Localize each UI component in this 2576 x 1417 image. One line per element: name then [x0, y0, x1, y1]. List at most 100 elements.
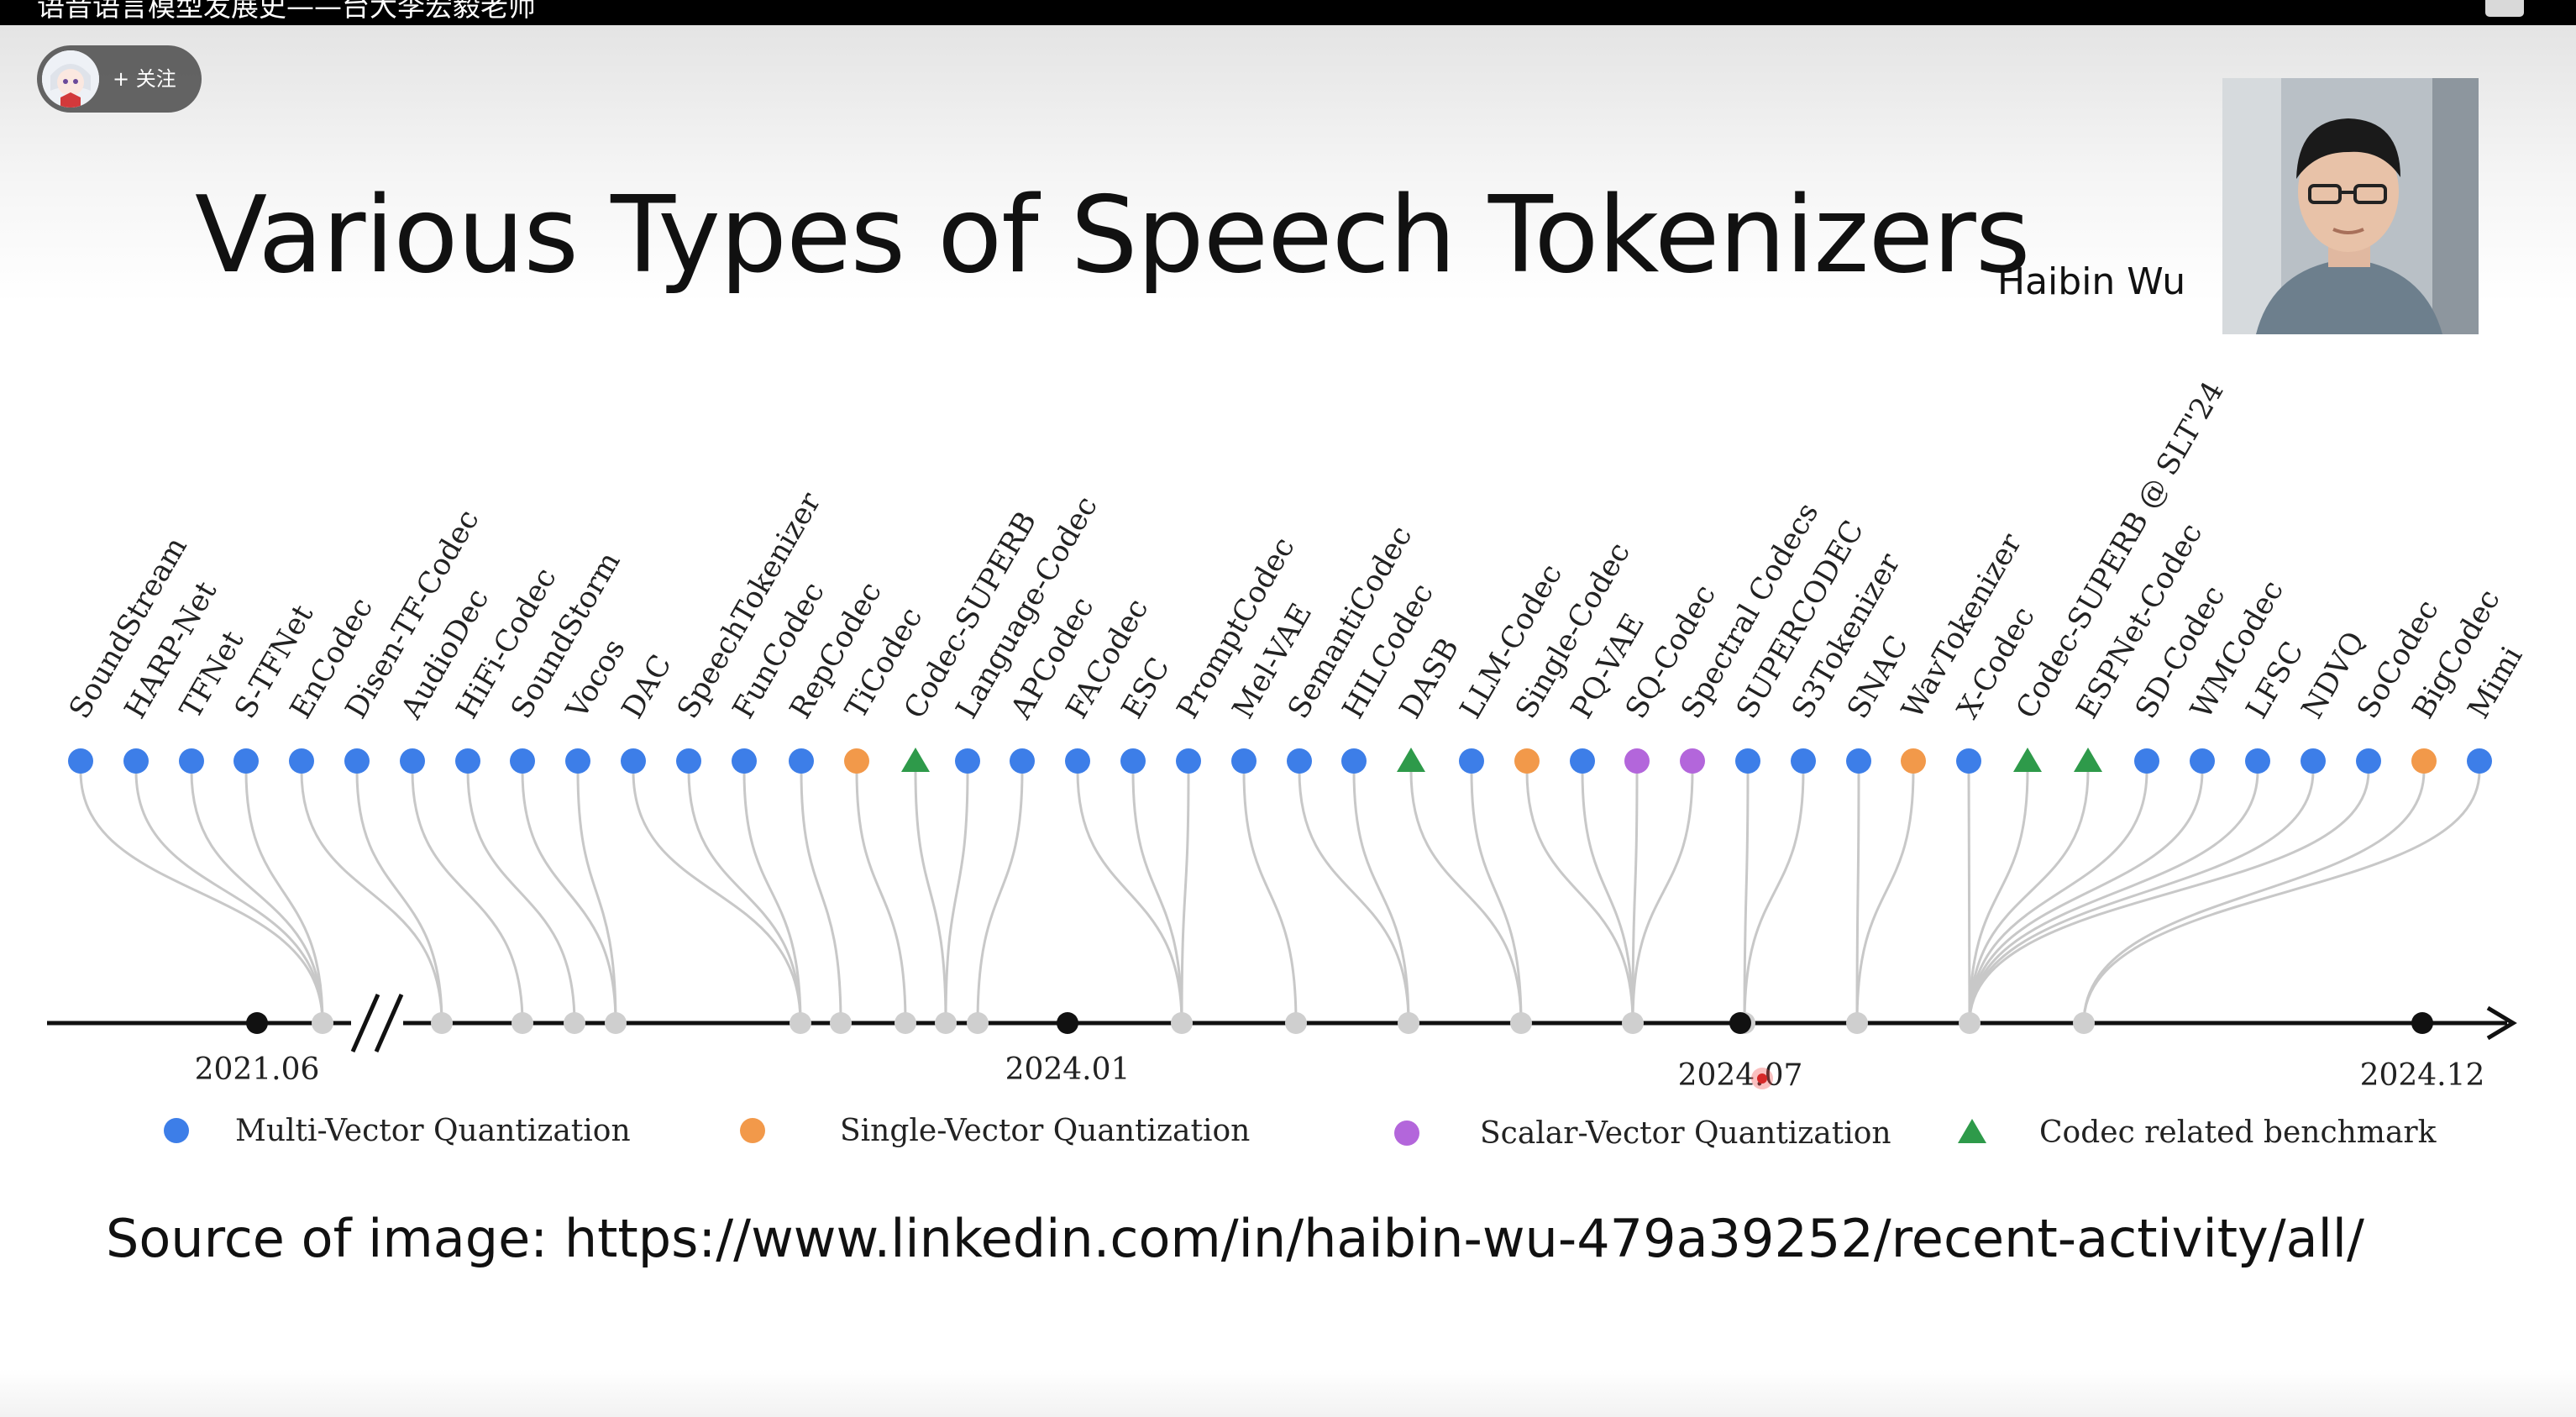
- connector-line: [1470, 770, 1523, 1024]
- connector-line: [914, 770, 947, 1024]
- connector-line: [687, 770, 802, 1024]
- single-vq-marker: [2411, 748, 2437, 774]
- connector-line: [1076, 770, 1183, 1024]
- connector-line: [1968, 770, 2090, 1024]
- cursor-dot: [1757, 1073, 1767, 1084]
- multi-vq-marker: [2356, 748, 2381, 774]
- axis-break-gap: [351, 993, 403, 1053]
- presenter-name: Haibin Wu: [1997, 260, 2186, 303]
- connector-line: [1242, 770, 1298, 1024]
- connector-line: [800, 770, 842, 1024]
- multi-vq-marker: [676, 748, 701, 774]
- connector-line: [1968, 770, 2029, 1024]
- multi-vq-marker: [1287, 748, 1312, 774]
- scalar-vq-marker: [1680, 748, 1705, 774]
- multi-vq-marker: [233, 748, 259, 774]
- connector-line: [1581, 770, 1634, 1024]
- connector-line: [1968, 770, 2148, 1024]
- multi-vq-marker: [2190, 748, 2215, 774]
- connector-line: [1743, 770, 1750, 1024]
- connector-line: [300, 770, 443, 1024]
- connector-line: [1743, 770, 1805, 1024]
- connector-line: [1180, 770, 1190, 1024]
- video-title: 语音语言模型发展史——台大李宏毅老师: [37, 0, 536, 23]
- multi-vq-marker: [400, 748, 425, 774]
- connector-line: [742, 770, 802, 1024]
- axis-node: [312, 1012, 333, 1034]
- presenter-webcam: [2222, 78, 2479, 334]
- multi-vq-marker: [1735, 748, 1760, 774]
- multi-vq-marker: [2467, 748, 2492, 774]
- axis-node: [790, 1012, 811, 1034]
- multi-vq-marker: [1065, 748, 1090, 774]
- benchmark-marker: [901, 748, 930, 772]
- axis-node: [935, 1012, 957, 1034]
- connector-line: [411, 770, 524, 1024]
- multi-vq-marker: [1120, 748, 1146, 774]
- axis-node: [1398, 1012, 1419, 1034]
- multi-vq-marker: [510, 748, 535, 774]
- multi-vq-marker: [1231, 748, 1257, 774]
- legend-label: Scalar-Vector Quantization: [1480, 1116, 1891, 1151]
- connector-line: [134, 770, 324, 1024]
- slide-title: Various Types of Speech Tokenizers: [195, 173, 2030, 297]
- axis-tick-label: 2024.12: [2360, 1058, 2485, 1093]
- axis-node: [605, 1012, 627, 1034]
- connector-line: [79, 770, 324, 1024]
- multi-vq-marker: [1010, 748, 1035, 774]
- connector-line: [1968, 770, 2259, 1024]
- benchmark-marker: [1397, 748, 1425, 772]
- connector-line: [1631, 770, 1639, 1024]
- axis-node: [1510, 1012, 1532, 1034]
- multi-vq-marker: [289, 748, 314, 774]
- multi-vq-marker: [123, 748, 149, 774]
- connector-line: [944, 770, 969, 1024]
- legend-single-marker: [740, 1118, 765, 1143]
- connector-line: [1855, 770, 1860, 1024]
- axis-break-mark: [350, 993, 380, 1053]
- connector-line: [466, 770, 576, 1024]
- connector-line: [244, 770, 324, 1024]
- single-vq-marker: [1514, 748, 1540, 774]
- multi-vq-marker: [2301, 748, 2326, 774]
- connector-line: [1967, 770, 1971, 1024]
- multi-vq-marker: [1570, 748, 1595, 774]
- multi-vq-marker: [344, 748, 370, 774]
- benchmark-marker: [2013, 748, 2042, 772]
- multi-vq-marker: [621, 748, 646, 774]
- axis-break-mark: [374, 993, 404, 1053]
- connector-line: [521, 770, 617, 1024]
- axis-tick-dot: [2411, 1012, 2433, 1034]
- follow-button[interactable]: + 关注: [37, 45, 202, 113]
- legend-label: Multi-Vector Quantization: [235, 1114, 631, 1148]
- video-title-bar: 语音语言模型发展史——台大李宏毅老师: [0, 0, 2576, 25]
- axis-tick-dot: [246, 1012, 268, 1034]
- single-vq-marker: [844, 748, 869, 774]
- axis-node: [431, 1012, 453, 1034]
- axis-node: [1959, 1012, 1981, 1034]
- multi-vq-marker: [732, 748, 757, 774]
- connector-line: [1409, 770, 1523, 1024]
- axis-tick-label: 2024.01: [1005, 1052, 1131, 1087]
- multi-vq-marker: [1341, 748, 1367, 774]
- multi-vq-marker: [2134, 748, 2159, 774]
- multi-vq-marker: [68, 748, 93, 774]
- connector-line: [1131, 770, 1183, 1024]
- comment-icon[interactable]: [2485, 0, 2524, 17]
- connector-line: [1968, 770, 2315, 1024]
- multi-vq-marker: [955, 748, 980, 774]
- legend-multi-marker: [164, 1118, 189, 1143]
- connector-line: [632, 770, 802, 1024]
- avatar[interactable]: [42, 50, 99, 108]
- connector-line: [1525, 770, 1634, 1024]
- connector-line: [190, 770, 324, 1024]
- multi-vq-marker: [565, 748, 590, 774]
- multi-vq-marker: [789, 748, 814, 774]
- axis-tick-dot: [1057, 1012, 1078, 1034]
- connector-line: [1968, 770, 2204, 1024]
- multi-vq-marker: [455, 748, 480, 774]
- multi-vq-marker: [1176, 748, 1201, 774]
- axis-arrow: [2486, 1005, 2517, 1041]
- connector-line: [1352, 770, 1410, 1024]
- connector-line: [1855, 770, 1915, 1024]
